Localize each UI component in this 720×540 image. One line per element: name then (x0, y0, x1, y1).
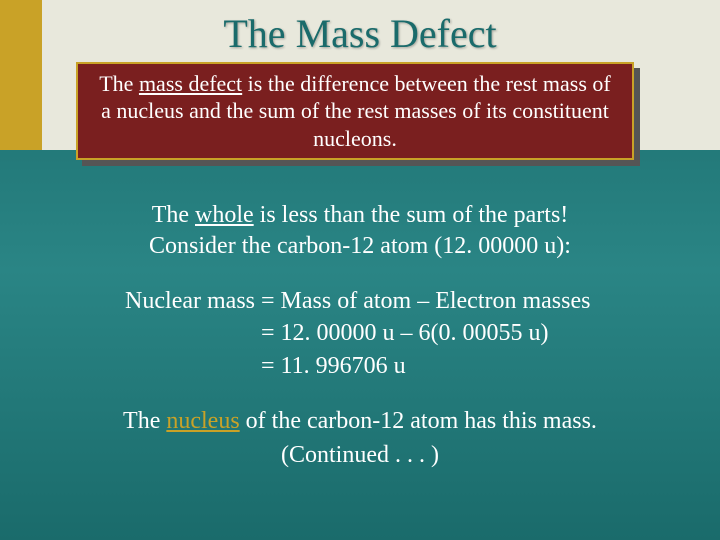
consider-line: Consider the carbon-12 atom (12. 00000 u… (149, 233, 571, 259)
definition-prefix: The (99, 71, 139, 96)
nucleus-underlined: nucleus (166, 408, 239, 434)
calc-eq3: = 11. 996706 u (255, 353, 406, 379)
whole-underlined: whole (195, 202, 254, 228)
definition-box: The mass defect is the difference betwee… (76, 62, 634, 160)
whole-suffix: is less than the sum of the parts! (254, 202, 569, 228)
continued-text: (Continued . . . ) (281, 442, 439, 468)
calculation-block: Nuclear mass = Mass of atom – Electron m… (60, 285, 590, 382)
page-title: The Mass Defect (0, 10, 720, 57)
calc-eq2: = 12. 00000 u – 6(0. 00055 u) (255, 320, 549, 346)
nucleus-and-continued-block: The nucleus of the carbon-12 atom has th… (0, 405, 720, 472)
definition-underlined: mass defect (139, 71, 242, 96)
calc-eq1: = Mass of atom – Electron masses (255, 288, 590, 314)
calc-label: Nuclear mass (60, 285, 255, 317)
whole-prefix: The (152, 202, 195, 228)
whole-and-consider-block: The whole is less than the sum of the pa… (0, 200, 720, 262)
nucleus-suffix: of the carbon-12 atom has this mass. (240, 408, 597, 434)
definition-text: The mass defect is the difference betwee… (96, 70, 614, 153)
nucleus-prefix: The (123, 408, 166, 434)
